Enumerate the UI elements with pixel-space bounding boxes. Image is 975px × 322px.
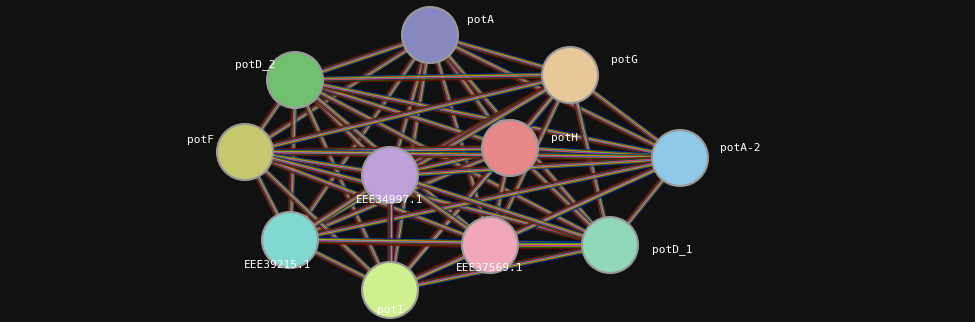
Text: EEE34997.1: EEE34997.1: [356, 195, 424, 205]
Text: potI: potI: [376, 305, 404, 315]
Text: EEE37569.1: EEE37569.1: [456, 263, 524, 273]
Text: potD_2: potD_2: [235, 60, 275, 71]
Circle shape: [267, 52, 323, 108]
Circle shape: [362, 147, 418, 203]
Text: potA-2: potA-2: [720, 143, 760, 153]
Circle shape: [217, 124, 273, 180]
Text: EEE39215.1: EEE39215.1: [245, 260, 312, 270]
Text: potG: potG: [611, 55, 639, 65]
Circle shape: [652, 130, 708, 186]
Circle shape: [582, 217, 638, 273]
Circle shape: [462, 217, 518, 273]
Text: potF: potF: [186, 135, 214, 145]
Circle shape: [482, 120, 538, 176]
Text: potD_1: potD_1: [651, 244, 692, 255]
Text: potH: potH: [552, 133, 578, 143]
Text: potA: potA: [466, 15, 493, 25]
Circle shape: [362, 262, 418, 318]
Circle shape: [262, 212, 318, 268]
Circle shape: [402, 7, 458, 63]
Circle shape: [542, 47, 598, 103]
